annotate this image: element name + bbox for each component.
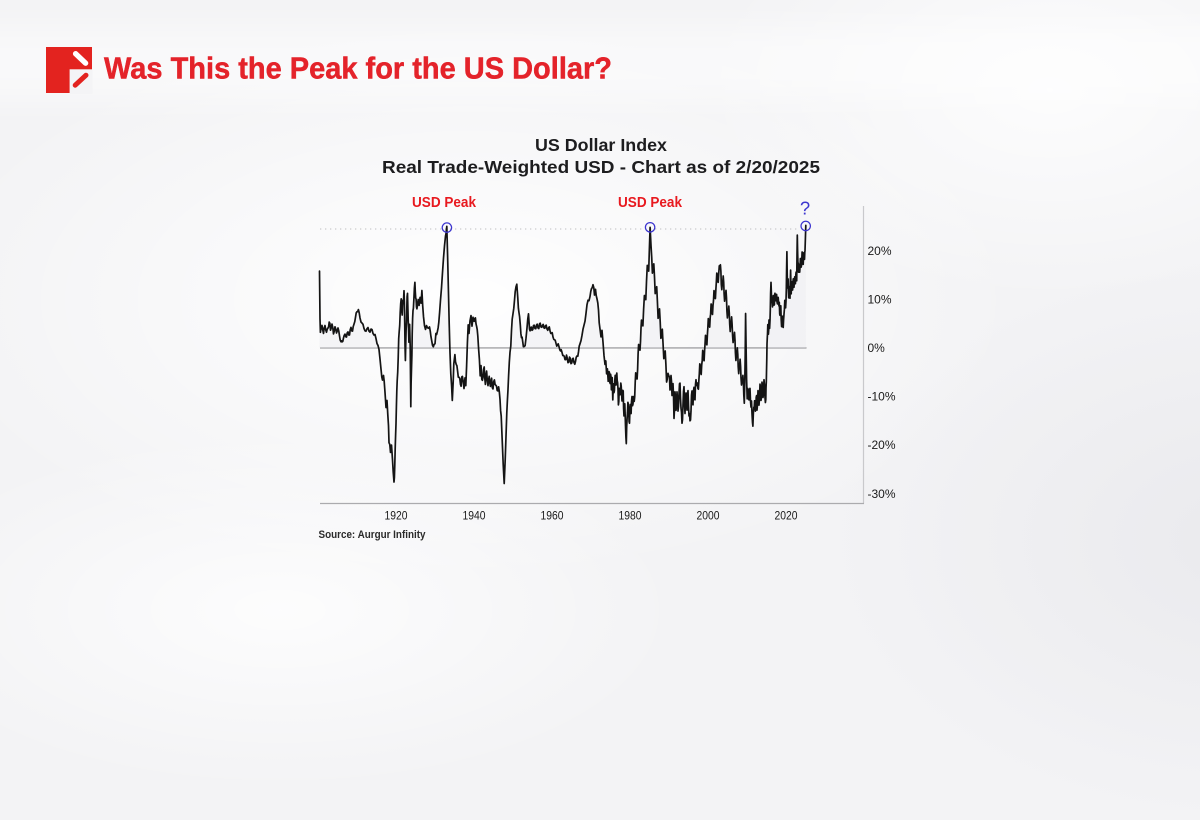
svg-text:10%: 10% bbox=[868, 293, 892, 307]
svg-text:?: ? bbox=[800, 198, 810, 219]
svg-text:USD Peak: USD Peak bbox=[618, 195, 683, 211]
svg-text:US Dollar Index: US Dollar Index bbox=[535, 135, 667, 155]
svg-text:USD Peak: USD Peak bbox=[412, 195, 477, 211]
svg-text:-30%: -30% bbox=[868, 487, 896, 501]
svg-text:1920: 1920 bbox=[385, 509, 408, 523]
svg-text:Real Trade-Weighted USD - Char: Real Trade-Weighted USD - Chart as of 2/… bbox=[382, 157, 820, 177]
svg-text:-20%: -20% bbox=[868, 438, 896, 452]
svg-text:1960: 1960 bbox=[541, 509, 564, 523]
svg-text:Was This the Peak for the US D: Was This the Peak for the US Dollar? bbox=[104, 51, 612, 86]
svg-text:20%: 20% bbox=[868, 244, 892, 258]
svg-text:2000: 2000 bbox=[697, 509, 720, 523]
svg-text:-10%: -10% bbox=[868, 390, 896, 404]
svg-text:1940: 1940 bbox=[463, 509, 486, 523]
svg-text:1980: 1980 bbox=[619, 509, 642, 523]
svg-text:0%: 0% bbox=[868, 341, 886, 355]
svg-text:2020: 2020 bbox=[775, 509, 798, 523]
svg-text:Source: Aurgur Infinity: Source: Aurgur Infinity bbox=[319, 529, 427, 541]
